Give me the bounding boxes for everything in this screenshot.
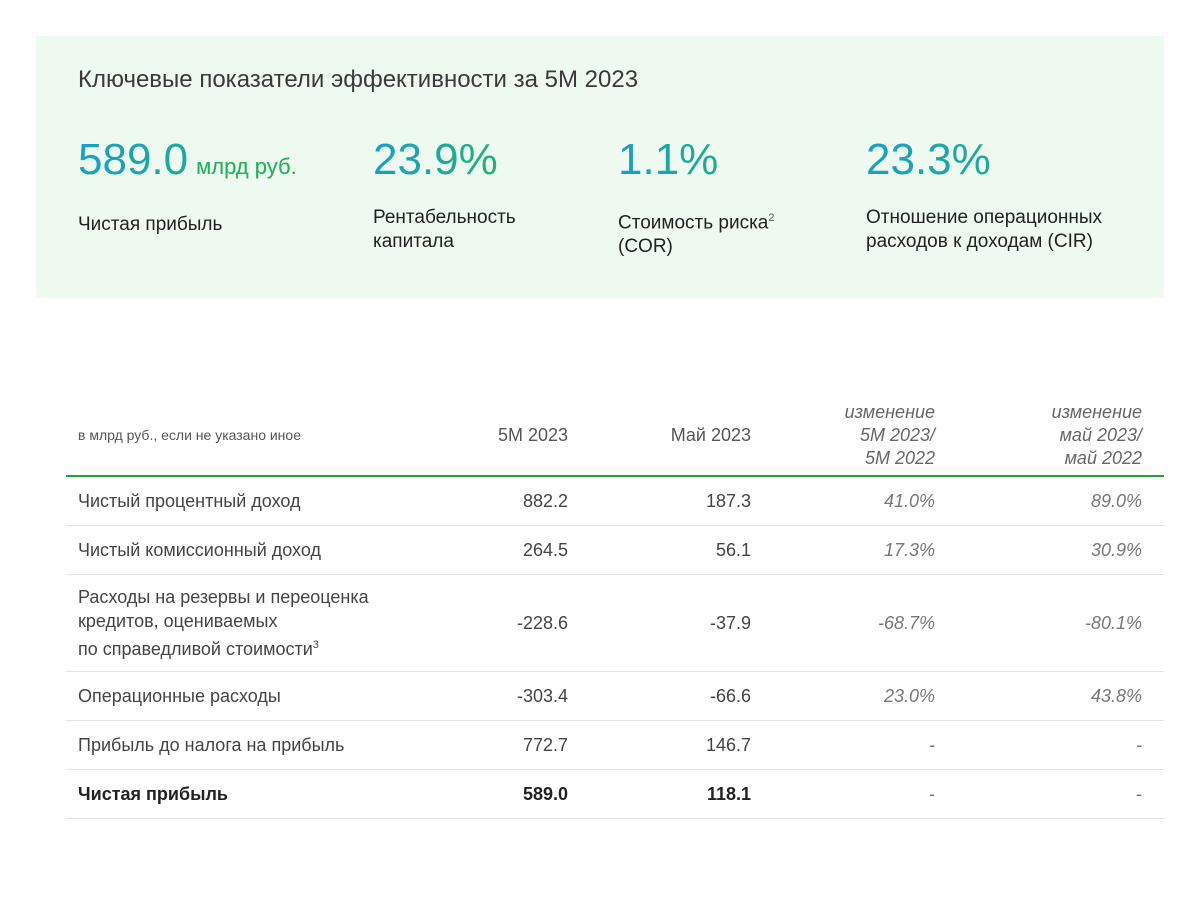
column-header-5m-2023: 5М 2023 xyxy=(426,395,590,477)
cell-change-may: -80.1% xyxy=(957,574,1164,672)
row-label: Прибыль до налога на прибыль xyxy=(66,720,426,770)
cell-5m-2023: 882.2 xyxy=(426,476,590,526)
cell-change-may: - xyxy=(957,769,1164,819)
cell-change-may: 30.9% xyxy=(957,525,1164,575)
cell-5m-2023: -303.4 xyxy=(426,671,590,721)
financial-results-table: в млрд руб., если не указано иное 5М 202… xyxy=(66,395,1164,819)
kpi-label: Стоимость риска2 (COR) xyxy=(618,212,775,258)
cell-change-5m: - xyxy=(773,720,957,770)
kpi-cor: 1.1% Стоимость риска2 (COR) xyxy=(618,134,775,259)
kpi-cir: 23.3% Отношение операционных расходов к д… xyxy=(866,134,1102,254)
units-note: в млрд руб., если не указано иное xyxy=(66,395,426,477)
kpi-panel-title: Ключевые показатели эффективности за 5М … xyxy=(78,66,639,93)
footnote-marker: 3 xyxy=(312,639,319,651)
table-header-row: в млрд руб., если не указано иное 5М 202… xyxy=(66,395,1164,477)
cell-may-2023: 56.1 xyxy=(590,525,773,575)
kpi-value: 589.0 млрд руб. xyxy=(78,134,297,193)
cell-change-may: 89.0% xyxy=(957,476,1164,526)
column-header-change-may: изменение май 2023/май 2022 xyxy=(957,395,1164,477)
cell-change-5m: 17.3% xyxy=(773,525,957,575)
cell-change-5m: 41.0% xyxy=(773,476,957,526)
cell-may-2023: -66.6 xyxy=(590,671,773,721)
kpi-value: 23.9% xyxy=(373,134,516,186)
cell-change-may: 43.8% xyxy=(957,671,1164,721)
row-label: Операционные расходы xyxy=(66,671,426,721)
cell-change-5m: 23.0% xyxy=(773,671,957,721)
cell-5m-2023: 264.5 xyxy=(426,525,590,575)
table-row-total: Чистая прибыль 589.0 118.1 - - xyxy=(66,769,1164,819)
row-label: Чистый комиссионный доход xyxy=(66,525,426,575)
kpi-panel: Ключевые показатели эффективности за 5М … xyxy=(36,36,1164,298)
cell-may-2023: -37.9 xyxy=(590,574,773,672)
cell-may-2023: 118.1 xyxy=(590,769,773,819)
column-header-may-2023: Май 2023 xyxy=(590,395,773,477)
cell-may-2023: 187.3 xyxy=(590,476,773,526)
kpi-label: Отношение операционных расходов к доходам… xyxy=(866,207,1103,252)
table-row: Прибыль до налога на прибыль 772.7 146.7… xyxy=(66,720,1164,770)
kpi-unit: млрд руб. xyxy=(196,154,297,179)
table-row: Чистый комиссионный доход 264.5 56.1 17.… xyxy=(66,525,1164,575)
table-row: Операционные расходы -303.4 -66.6 23.0% … xyxy=(66,671,1164,721)
table-row: Расходы на резервы и переоценка кредитов,… xyxy=(66,574,1164,672)
cell-5m-2023: 589.0 xyxy=(426,769,590,819)
cell-change-5m: -68.7% xyxy=(773,574,957,672)
kpi-net-profit: 589.0 млрд руб. Чистая прибыль xyxy=(78,134,297,237)
kpi-value: 1.1% xyxy=(618,134,775,186)
cell-change-may: - xyxy=(957,720,1164,770)
cell-change-5m: - xyxy=(773,769,957,819)
column-header-change-5m: изменение 5М 2023/5М 2022 xyxy=(773,395,957,477)
kpi-label: Рентабельность капитала xyxy=(373,207,516,252)
footnote-marker: 2 xyxy=(768,212,775,224)
row-label: Расходы на резервы и переоценка кредитов,… xyxy=(66,574,426,672)
row-label: Чистый процентный доход xyxy=(66,476,426,526)
cell-5m-2023: -228.6 xyxy=(426,574,590,672)
cell-may-2023: 146.7 xyxy=(590,720,773,770)
table-row: Чистый процентный доход 882.2 187.3 41.0… xyxy=(66,476,1164,526)
kpi-label: Чистая прибыль xyxy=(78,214,223,235)
kpi-roe: 23.9% Рентабельность капитала xyxy=(373,134,516,254)
row-label: Чистая прибыль xyxy=(66,769,426,819)
kpi-value: 23.3% xyxy=(866,134,1102,186)
cell-5m-2023: 772.7 xyxy=(426,720,590,770)
